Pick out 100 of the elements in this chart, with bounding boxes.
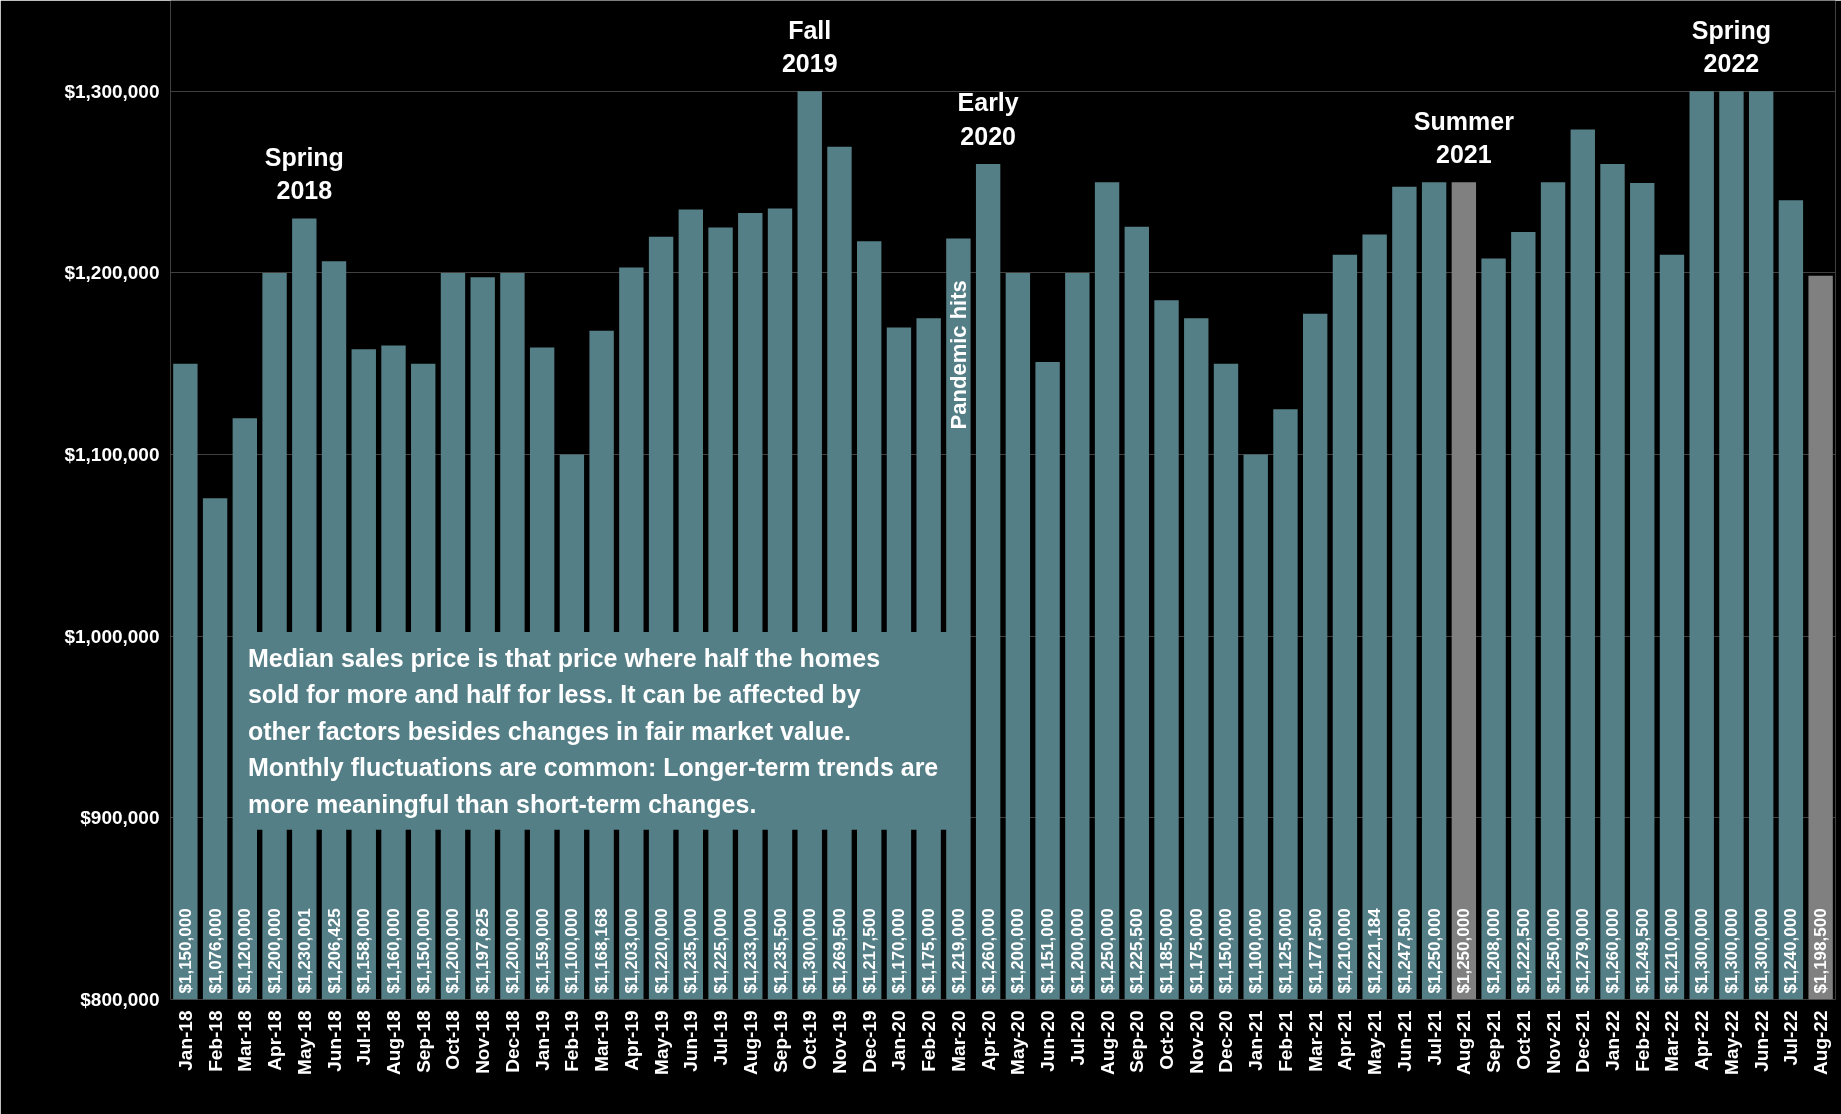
x-tick-label: Nov-18 bbox=[472, 1010, 494, 1074]
data-label: $1,260,000 bbox=[1603, 908, 1623, 994]
data-label: $1,208,000 bbox=[1484, 908, 1504, 994]
x-tick-label: Jul-22 bbox=[1780, 1010, 1802, 1066]
data-label: $1,170,000 bbox=[889, 908, 909, 994]
annotation: Spring 2018 bbox=[264, 142, 344, 205]
data-label: $1,225,500 bbox=[1127, 908, 1147, 994]
data-label: $1,233,000 bbox=[740, 908, 760, 994]
x-tick-label: Nov-21 bbox=[1542, 1010, 1564, 1074]
x-tick-label: Jan-19 bbox=[531, 1010, 553, 1071]
annotation: Pandemic hits bbox=[945, 280, 971, 430]
x-tick-label: Jul-21 bbox=[1423, 1010, 1445, 1066]
data-label: $1,279,000 bbox=[1573, 908, 1593, 994]
data-label: $1,221,184 bbox=[1365, 907, 1385, 994]
data-label: $1,200,000 bbox=[1067, 908, 1087, 994]
x-tick-label: Jul-20 bbox=[1066, 1010, 1088, 1066]
y-tick-label: $900,000 bbox=[80, 807, 160, 829]
annotation: Median sales price is that price where half the homes sold for more and half for less. It can be affected by other factors besides changes in fair market value. Monthly fluctuations are common: Longer-term trends are more meaningful than short-term changes. bbox=[247, 644, 939, 818]
data-label: $1,250,000 bbox=[1454, 908, 1474, 994]
x-tick-label: Apr-21 bbox=[1334, 1010, 1356, 1071]
x-tick-label: Nov-20 bbox=[1185, 1010, 1207, 1074]
data-label: $1,222,500 bbox=[1513, 908, 1533, 994]
x-tick-label: Jun-21 bbox=[1393, 1010, 1415, 1072]
y-tick-label: $800,000 bbox=[80, 989, 160, 1010]
data-label: $1,225,000 bbox=[711, 908, 731, 994]
x-tick-label: Apr-18 bbox=[264, 1010, 286, 1071]
data-label: $1,210,000 bbox=[1335, 908, 1355, 994]
data-label: $1,125,000 bbox=[1275, 908, 1295, 994]
data-label: $1,150,000 bbox=[175, 908, 195, 994]
data-label: $1,217,500 bbox=[859, 908, 879, 994]
data-label: $1,175,000 bbox=[1186, 908, 1206, 994]
x-tick-label: Mar-21 bbox=[1304, 1010, 1326, 1072]
x-tick-label: Jan-18 bbox=[174, 1010, 196, 1071]
data-label: $1,177,500 bbox=[1305, 908, 1325, 994]
x-tick-label: Oct-21 bbox=[1512, 1010, 1534, 1070]
x-tick-label: Jan-20 bbox=[888, 1010, 910, 1071]
data-label: $1,168,168 bbox=[592, 908, 612, 994]
x-tick-label: Sep-20 bbox=[1126, 1010, 1148, 1073]
data-label: $1,219,000 bbox=[948, 908, 968, 994]
x-tick-label: Jun-18 bbox=[323, 1010, 345, 1072]
data-label: $1,249,500 bbox=[1632, 908, 1652, 994]
data-label: $1,158,000 bbox=[354, 908, 374, 994]
x-tick-label: Apr-20 bbox=[977, 1010, 999, 1071]
data-label: $1,210,000 bbox=[1662, 908, 1682, 994]
x-tick-label: Jul-19 bbox=[710, 1010, 732, 1066]
x-tick-label: Sep-19 bbox=[769, 1010, 791, 1073]
data-label: $1,200,000 bbox=[1008, 908, 1028, 994]
data-label: $1,240,000 bbox=[1781, 908, 1801, 994]
data-label: $1,159,000 bbox=[532, 908, 552, 994]
data-label: $1,185,000 bbox=[1157, 908, 1177, 994]
x-tick-label: Nov-19 bbox=[828, 1010, 850, 1074]
x-tick-label: Aug-18 bbox=[382, 1010, 404, 1075]
data-label: $1,150,000 bbox=[413, 908, 433, 994]
x-tick-label: Oct-20 bbox=[1156, 1010, 1178, 1070]
x-tick-label: Mar-18 bbox=[234, 1010, 256, 1072]
x-tick-label: May-18 bbox=[293, 1010, 315, 1075]
data-label: $1,076,000 bbox=[205, 908, 225, 994]
data-label: $1,203,000 bbox=[621, 908, 641, 994]
x-tick-label: May-22 bbox=[1720, 1010, 1742, 1075]
x-tick-label: Mar-22 bbox=[1661, 1010, 1683, 1072]
data-label: $1,200,000 bbox=[502, 908, 522, 994]
data-label: $1,160,000 bbox=[383, 908, 403, 994]
data-label: $1,206,425 bbox=[324, 908, 344, 994]
y-tick-label: $1,000,000 bbox=[64, 625, 160, 647]
x-tick-label: Apr-22 bbox=[1691, 1010, 1713, 1071]
data-label: $1,100,000 bbox=[1246, 908, 1266, 994]
x-tick-label: Feb-18 bbox=[204, 1010, 226, 1072]
annotation: Early 2020 bbox=[957, 88, 1019, 150]
x-tick-label: Jun-20 bbox=[1037, 1010, 1059, 1072]
x-tick-label: Dec-20 bbox=[1215, 1010, 1237, 1073]
data-label: $1,250,000 bbox=[1097, 908, 1117, 994]
x-tick-label: Feb-19 bbox=[561, 1010, 583, 1072]
annotation: Summer 2021 bbox=[1413, 106, 1515, 169]
data-label: $1,247,500 bbox=[1394, 908, 1414, 994]
x-tick-label: Dec-18 bbox=[501, 1010, 523, 1073]
x-tick-label: Jun-22 bbox=[1750, 1010, 1772, 1072]
annotation: Spring 2022 bbox=[1691, 15, 1772, 78]
x-tick-label: Aug-20 bbox=[1096, 1010, 1118, 1075]
x-tick-label: Jan-21 bbox=[1245, 1010, 1267, 1071]
x-tick-label: Sep-18 bbox=[412, 1010, 434, 1073]
x-tick-label: Mar-19 bbox=[591, 1010, 613, 1072]
data-label: $1,200,000 bbox=[265, 908, 285, 994]
data-label: $1,250,000 bbox=[1424, 908, 1444, 994]
data-label: $1,300,000 bbox=[800, 908, 820, 994]
x-tick-label: Apr-19 bbox=[620, 1010, 642, 1071]
data-label: $1,151,000 bbox=[1038, 908, 1058, 994]
x-tick-label: Aug-22 bbox=[1810, 1010, 1832, 1075]
y-tick-label: $1,100,000 bbox=[64, 444, 160, 466]
data-label: $1,300,000 bbox=[1721, 908, 1741, 994]
data-label: $1,250,000 bbox=[1543, 908, 1563, 994]
y-tick-label: $1,200,000 bbox=[64, 262, 160, 284]
data-label: $1,300,000 bbox=[1692, 908, 1712, 994]
data-label: $1,197,625 bbox=[473, 908, 493, 994]
x-tick-label: Jan-22 bbox=[1602, 1010, 1624, 1071]
data-label: $1,150,000 bbox=[1216, 908, 1236, 994]
x-tick-label: Jul-18 bbox=[353, 1010, 375, 1066]
x-tick-label: Dec-19 bbox=[858, 1010, 880, 1073]
x-tick-label: Feb-20 bbox=[918, 1010, 940, 1072]
x-tick-label: Oct-19 bbox=[799, 1010, 821, 1070]
data-label: $1,235,500 bbox=[770, 908, 790, 994]
